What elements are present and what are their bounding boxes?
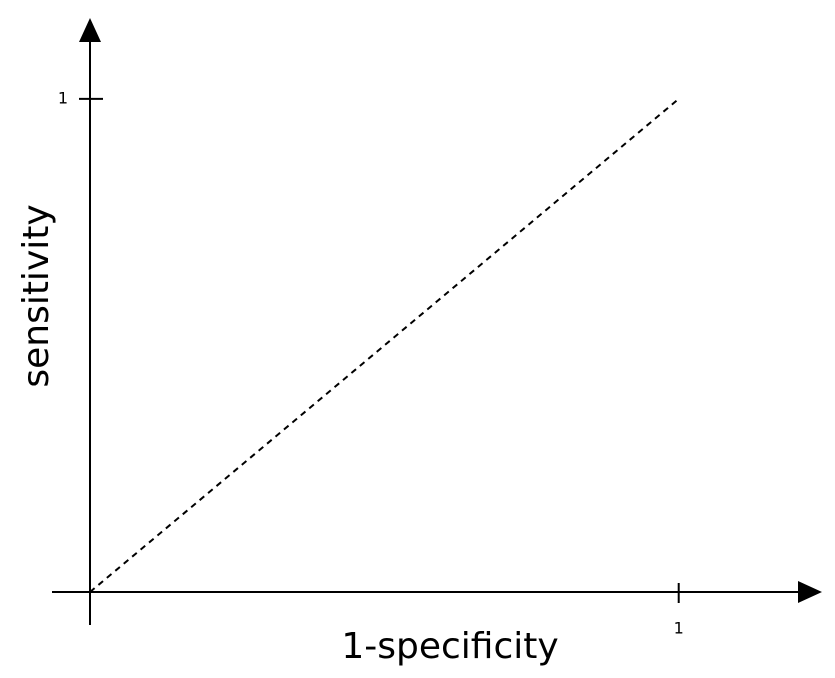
x-tick-label: 1: [674, 619, 684, 638]
x-axis-title: 1-specificity: [341, 626, 558, 667]
data-line: [89, 98, 680, 593]
y-tick-label: 1: [58, 88, 68, 107]
y-axis-title: sensitivity: [16, 204, 57, 387]
x-axis-arrow: [798, 581, 822, 603]
y-axis-arrow: [79, 18, 101, 42]
